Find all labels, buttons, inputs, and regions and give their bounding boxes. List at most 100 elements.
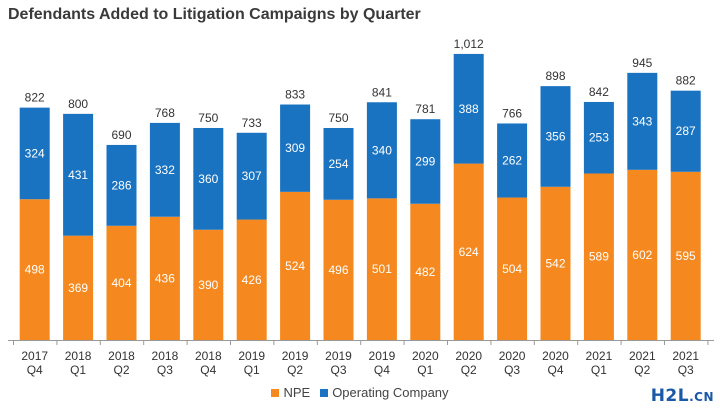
bar-operating-company <box>106 144 137 226</box>
data-label-npe: 390 <box>198 278 218 292</box>
bar-operating-company <box>627 72 658 170</box>
bar-npe <box>323 199 354 340</box>
legend-swatch-operating-company <box>320 388 329 397</box>
data-label-operating-company: 254 <box>328 157 348 171</box>
x-tick-label-quarter: Q1 <box>70 363 86 377</box>
x-tick-label-year: 2019 <box>282 349 309 363</box>
data-label-npe: 624 <box>459 245 479 259</box>
x-tick-label-quarter: Q2 <box>461 363 477 377</box>
data-label-operating-company: 356 <box>545 129 565 143</box>
data-label-npe: 498 <box>25 263 45 277</box>
bar-npe <box>193 229 224 340</box>
bar-npe <box>19 199 50 340</box>
x-tick-label-quarter: Q4 <box>547 363 563 377</box>
data-label-operating-company: 309 <box>285 141 305 155</box>
x-tick-label-year: 2021 <box>672 349 699 363</box>
data-label-total: 766 <box>502 106 522 120</box>
bar-npe <box>583 173 614 340</box>
x-tick-label-quarter: Q1 <box>244 363 260 377</box>
bar-operating-company <box>193 127 224 230</box>
bar-operating-company <box>63 113 94 236</box>
bar-operating-company <box>670 90 701 172</box>
data-label-total: 842 <box>589 85 609 99</box>
bar-operating-company <box>323 127 354 200</box>
chart-title: Defendants Added to Litigation Campaigns… <box>8 6 421 23</box>
data-label-npe: 595 <box>676 249 696 263</box>
bar-npe <box>149 216 180 340</box>
bar-npe <box>410 203 441 340</box>
x-tick-label-year: 2020 <box>412 349 439 363</box>
x-tick-label-year: 2017 <box>21 349 48 363</box>
x-tick-label-year: 2019 <box>238 349 265 363</box>
bar-npe <box>106 225 137 340</box>
x-tick-label-year: 2019 <box>369 349 396 363</box>
data-label-npe: 369 <box>68 281 88 295</box>
data-label-operating-company: 332 <box>155 163 175 177</box>
data-label-operating-company: 253 <box>589 131 609 145</box>
legend-swatch-npe <box>271 388 280 397</box>
x-tick-label-quarter: Q3 <box>330 363 346 377</box>
watermark-logo: H2L.CN <box>650 386 714 406</box>
legend-item-operating-company: Operating Company <box>320 385 449 400</box>
bar-operating-company <box>19 107 50 200</box>
x-tick-label-year: 2020 <box>455 349 482 363</box>
data-label-operating-company: 388 <box>459 102 479 116</box>
data-label-total: 750 <box>328 111 348 125</box>
data-label-npe: 501 <box>372 262 392 276</box>
x-tick-label-year: 2018 <box>152 349 179 363</box>
data-label-npe: 496 <box>328 263 348 277</box>
data-label-operating-company: 340 <box>372 143 392 157</box>
bar-npe <box>366 198 397 340</box>
bar-operating-company <box>583 101 614 174</box>
bar-npe <box>497 197 528 340</box>
bar-npe <box>540 186 571 340</box>
bar-npe <box>670 171 701 340</box>
data-label-total: 690 <box>111 128 131 142</box>
bar-npe <box>280 191 311 340</box>
bar-operating-company <box>236 132 267 220</box>
legend-item-npe: NPE <box>271 385 310 400</box>
data-label-operating-company: 299 <box>415 154 435 168</box>
data-label-npe: 426 <box>242 273 262 287</box>
data-label-operating-company: 262 <box>502 153 522 167</box>
x-tick-label-year: 2018 <box>108 349 135 363</box>
data-label-total: 781 <box>415 102 435 116</box>
data-label-operating-company: 431 <box>68 168 88 182</box>
x-tick-label-year: 2018 <box>195 349 222 363</box>
data-label-operating-company: 287 <box>676 124 696 138</box>
x-tick-label-quarter: Q1 <box>417 363 433 377</box>
x-tick-label-quarter: Q1 <box>591 363 607 377</box>
data-label-total: 800 <box>68 97 88 111</box>
data-label-total: 882 <box>676 74 696 88</box>
bar-operating-company <box>410 119 441 204</box>
data-label-npe: 436 <box>155 271 175 285</box>
x-tick-label-quarter: Q2 <box>113 363 129 377</box>
x-tick-label-quarter: Q2 <box>634 363 650 377</box>
x-tick-label-quarter: Q3 <box>504 363 520 377</box>
data-label-npe: 482 <box>415 265 435 279</box>
chart-legend: NPE Operating Company <box>0 385 720 400</box>
x-tick-label-quarter: Q3 <box>678 363 694 377</box>
data-label-operating-company: 360 <box>198 172 218 186</box>
data-label-npe: 542 <box>545 256 565 270</box>
x-tick-label-year: 2018 <box>65 349 92 363</box>
data-label-npe: 524 <box>285 259 305 273</box>
bar-operating-company <box>497 123 528 198</box>
bar-operating-company <box>280 104 311 192</box>
data-label-operating-company: 286 <box>111 178 131 192</box>
data-label-operating-company: 343 <box>632 114 652 128</box>
data-label-total: 768 <box>155 106 175 120</box>
legend-label-npe: NPE <box>283 385 311 400</box>
data-label-total: 898 <box>545 69 565 83</box>
bar-operating-company <box>366 102 397 199</box>
x-tick-label-year: 2020 <box>499 349 526 363</box>
data-label-total: 733 <box>242 116 262 130</box>
bar-operating-company <box>149 122 180 217</box>
data-label-total: 945 <box>632 56 652 70</box>
bar-operating-company <box>453 53 484 164</box>
x-tick-label-quarter: Q4 <box>27 363 43 377</box>
data-label-total: 822 <box>25 91 45 105</box>
data-label-total: 833 <box>285 88 305 102</box>
x-tick-label-quarter: Q2 <box>287 363 303 377</box>
